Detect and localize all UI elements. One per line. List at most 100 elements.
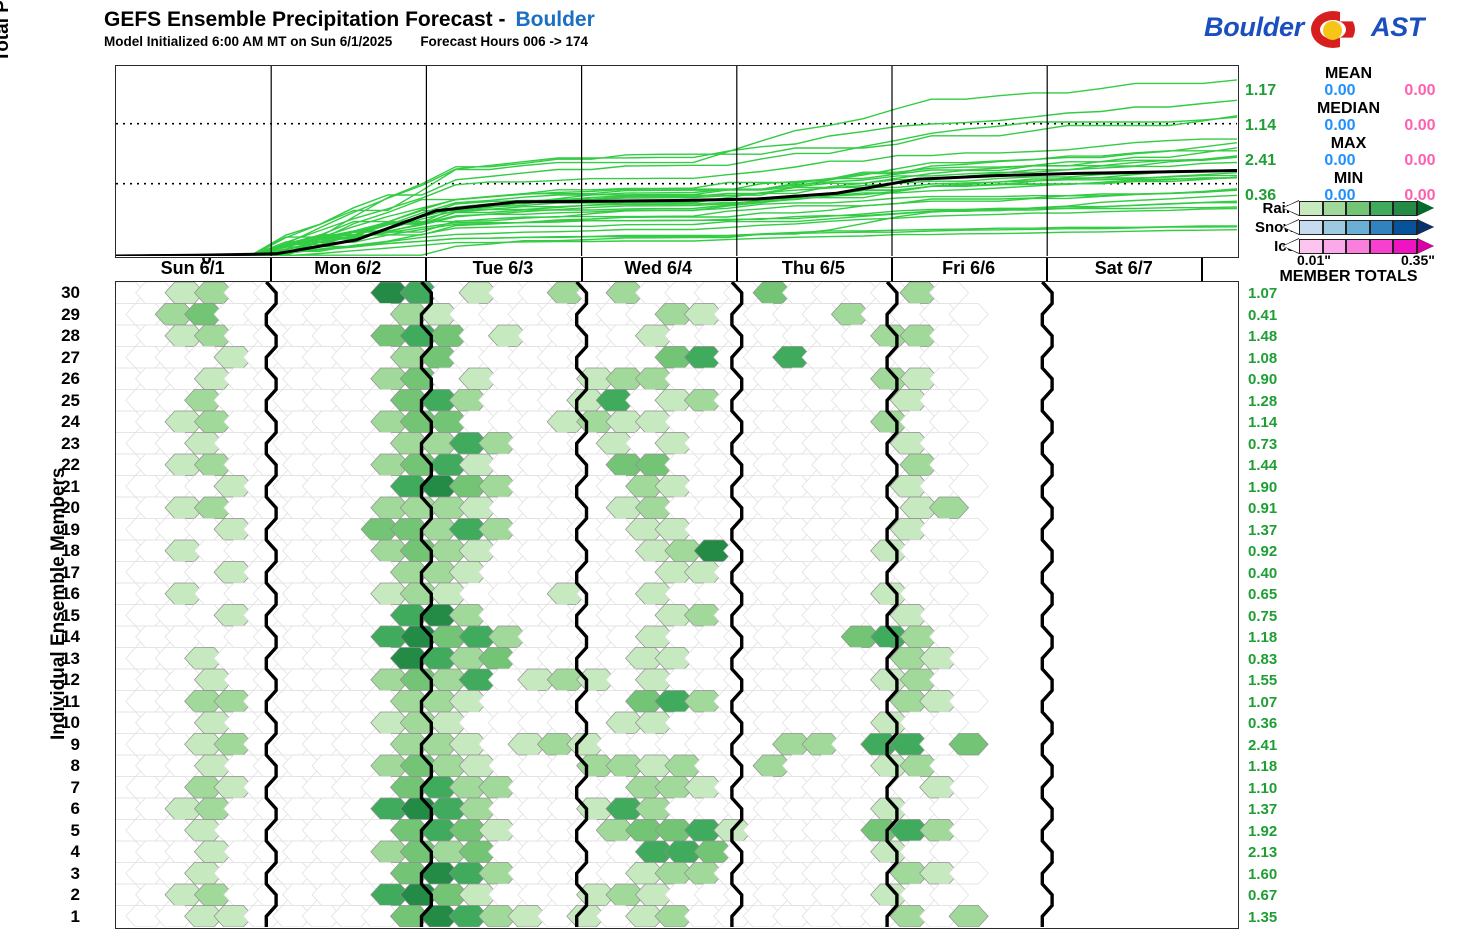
- member-trace: [116, 206, 1237, 256]
- hexbin-cell: [928, 367, 970, 390]
- member-number-label: 27: [61, 347, 80, 367]
- day-separator: [425, 258, 428, 282]
- member-number-label: 1: [70, 906, 80, 926]
- member-number-label: 22: [61, 455, 80, 474]
- colorbar-right-arrow-icon: [1417, 201, 1434, 215]
- member-number-label: 12: [61, 670, 80, 689]
- member-number-label: 24: [61, 412, 80, 431]
- member-number-label: 15: [61, 605, 80, 625]
- hexbin-cells: [116, 282, 989, 927]
- member-number-label: 17: [61, 562, 80, 582]
- member-total-value: 1.07: [1248, 285, 1278, 302]
- colorbar-swatch: [1346, 220, 1370, 235]
- member-number-label: 5: [70, 820, 80, 840]
- member-total-value: 1.48: [1248, 328, 1278, 345]
- member-total-value: 1.14: [1248, 414, 1278, 431]
- member-total-value: 1.37: [1248, 801, 1278, 818]
- day-boundary-zigzags: [264, 282, 1054, 927]
- day-label: Sun 6/1: [160, 258, 225, 278]
- member-total-value: 1.10: [1248, 779, 1278, 797]
- member-trace: [116, 79, 1237, 256]
- hexbin-cell: [948, 561, 989, 584]
- hexbin-cell: [948, 346, 989, 369]
- member-number-label: 3: [70, 863, 80, 883]
- member-number-label: 30: [61, 283, 80, 302]
- day-boundary-zigzag: [575, 282, 589, 927]
- colorbar-right-arrow-icon: [1417, 239, 1434, 253]
- colorbar-swatch: [1299, 220, 1323, 235]
- member-number-label: 29: [61, 304, 80, 324]
- member-totals-list: 1.07 0.41 1.48 1.08 0.90 1.28 1.14 0.73 1.44 1.90…: [1248, 284, 1318, 929]
- day-label: Tue 6/3: [472, 258, 534, 278]
- day-boundary-zigzag: [264, 282, 278, 927]
- stat-mean-ice: 0.00: [1404, 82, 1436, 99]
- colorbar-max-label: 0.35": [1401, 252, 1435, 268]
- hexbin-cell: [948, 475, 989, 498]
- member-total-value: 0.36: [1248, 715, 1278, 732]
- ensemble-member-traces: [116, 79, 1237, 256]
- hexbin-cell: [928, 754, 970, 777]
- hexbin-cell: [928, 797, 970, 820]
- title-main-text: GEFS Ensemble Precipitation Forecast -: [104, 8, 506, 31]
- hexbin-cell: [928, 282, 970, 304]
- member-trace: [116, 229, 1237, 256]
- hexbin-plot-area: [116, 282, 1054, 927]
- hexbin-cell: [948, 432, 989, 455]
- stat-median-rain: 1.14: [1245, 117, 1277, 134]
- day-separator: [891, 258, 893, 282]
- hexbin-cell: [948, 604, 989, 627]
- colorbar-swatch: [1299, 201, 1323, 216]
- day-label: Fri 6/6: [942, 258, 996, 278]
- member-number-label: 2: [70, 885, 80, 904]
- day-label: Thu 6/5: [781, 258, 845, 278]
- day-boundary-zigzag: [419, 282, 433, 927]
- colorbar-swatch: [1346, 239, 1370, 254]
- member-number-label: 21: [61, 476, 80, 496]
- member-total-value: 1.55: [1248, 672, 1278, 689]
- member-totals-title: MEMBER TOTALS: [1279, 268, 1418, 285]
- member-total-value: 1.28: [1248, 392, 1278, 410]
- member-trace: [116, 177, 1237, 256]
- stat-min-snow: 0.00: [1324, 187, 1356, 204]
- hexbin-cell: [948, 690, 989, 713]
- member-number-label: 26: [61, 369, 80, 388]
- hexbin-cell: [928, 582, 970, 605]
- y-tick-0: 0: [201, 248, 212, 269]
- member-total-value: 1.44: [1248, 457, 1278, 474]
- member-trace: [116, 174, 1237, 256]
- hexbin-cell: [948, 303, 989, 326]
- colorbar-swatch: [1369, 239, 1393, 254]
- stat-max-ice: 0.00: [1404, 152, 1436, 169]
- member-number-label: 11: [62, 691, 80, 711]
- day-boundary-zigzag: [1040, 282, 1054, 927]
- member-total-value: 0.65: [1248, 586, 1278, 603]
- member-total-value: 1.37: [1248, 521, 1278, 539]
- hexbin-cell: [928, 711, 970, 734]
- member-total-value: 1.60: [1248, 865, 1278, 883]
- colorbar-swatch: [1369, 201, 1393, 216]
- day-label: Wed 6/4: [624, 258, 693, 278]
- stat-label-min: MIN: [1333, 170, 1364, 187]
- bouldercast-logo: Boulder AST: [1204, 11, 1444, 48]
- stat-max-snow: 0.00: [1324, 152, 1356, 169]
- member-total-value: 0.91: [1248, 500, 1278, 517]
- day-boundary-zigzag: [885, 282, 899, 927]
- stat-median-snow: 0.00: [1324, 117, 1356, 134]
- member-number-label: 16: [61, 584, 80, 603]
- member-total-value: 1.18: [1248, 758, 1278, 775]
- colorbar-row-snow: Snow: [1239, 219, 1458, 236]
- day-separator: [1046, 258, 1049, 282]
- colorbar-left-arrow-fill: [1283, 220, 1299, 234]
- subtitle-init-text: Model Initialized 6:00 AM MT on Sun 6/1/…: [104, 34, 393, 49]
- hexbin-cell: [948, 518, 989, 541]
- stat-min-rain: 0.36: [1245, 187, 1277, 204]
- stat-label-max: MAX: [1330, 135, 1367, 152]
- logo-text-boulder: Boulder: [1204, 12, 1304, 42]
- stat-row-median: MEDIAN 1.14 0.00 0.00: [1239, 100, 1458, 148]
- hexbin-cell: [928, 625, 970, 648]
- colorbar-swatch: [1393, 220, 1417, 235]
- member-number-label: 4: [70, 842, 80, 861]
- stat-row-min: MIN 0.36 0.00 0.00: [1239, 170, 1458, 218]
- stat-row-mean: MEAN 1.17 0.00 0.00: [1239, 65, 1458, 113]
- day-label: Sat 6/7: [1094, 258, 1153, 278]
